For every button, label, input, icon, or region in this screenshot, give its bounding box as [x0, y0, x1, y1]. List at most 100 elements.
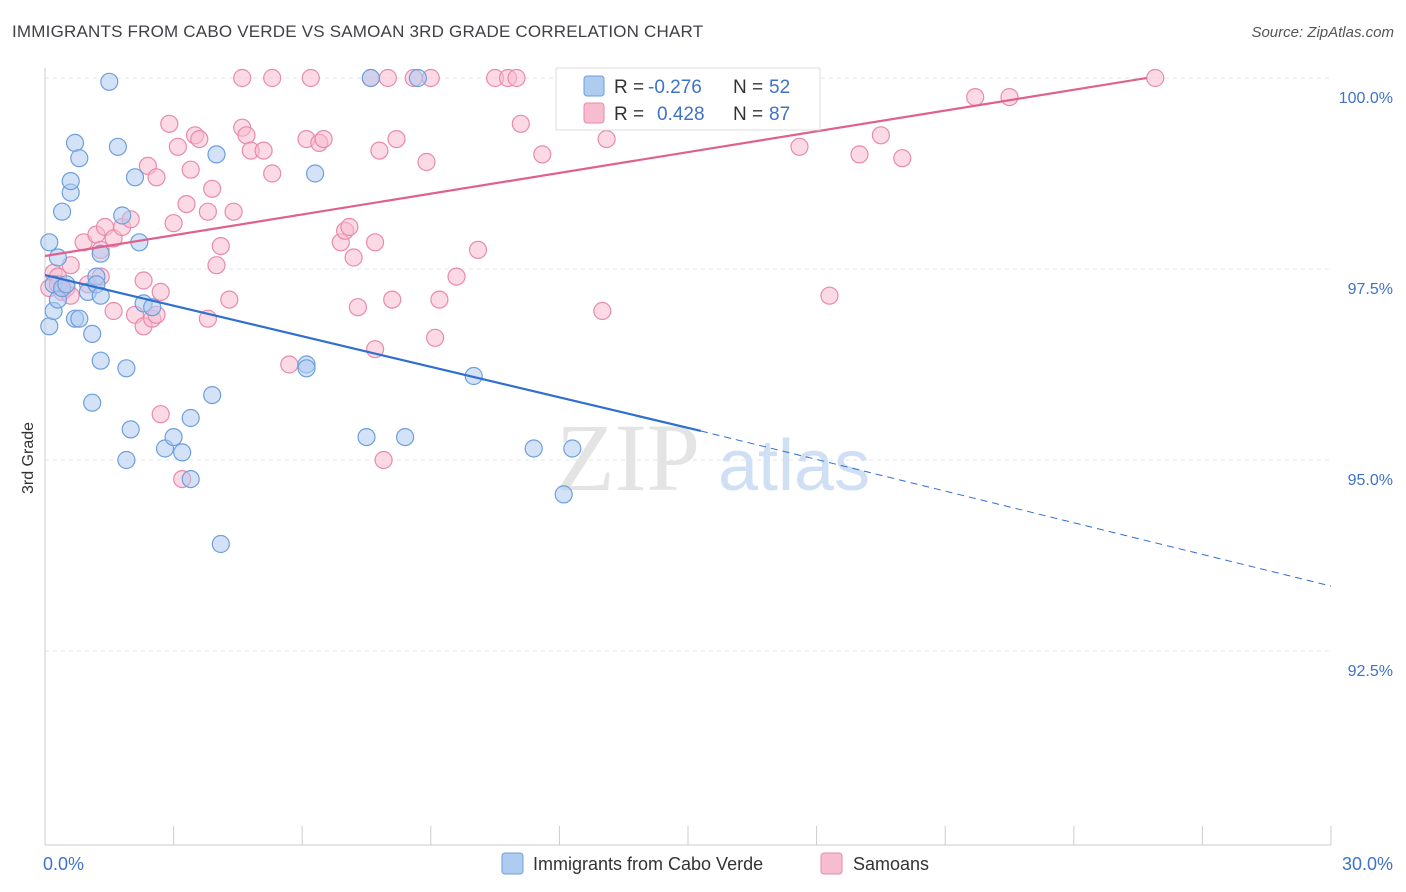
- samoans-point: [340, 217, 359, 237]
- samoans-point: [168, 137, 187, 156]
- samoans-point: [871, 126, 891, 145]
- stats-legend-pink-n-label: N =: [733, 104, 763, 125]
- samoans-point: [966, 87, 985, 107]
- samoans-point: [181, 160, 200, 179]
- cabo-verde-point: [91, 286, 110, 305]
- stats-legend-blue-r-label: R =: [614, 77, 644, 98]
- cabo-verde-point: [100, 72, 119, 91]
- samoans-point: [820, 286, 839, 305]
- cabo-verde-point: [524, 439, 543, 458]
- cabo-verde-point: [125, 168, 145, 187]
- stats-legend-blue-r-value: -0.276: [648, 77, 702, 98]
- series-legend-blue-swatch: [501, 852, 524, 875]
- cabo-verde-point: [40, 317, 59, 336]
- cabo-verde-point: [143, 298, 162, 317]
- series-legend-pink-label: Samoans: [853, 854, 929, 874]
- cabo-verde-point: [70, 309, 89, 328]
- samoans-point: [224, 202, 243, 221]
- samoans-points: [40, 68, 1165, 489]
- cabo-verde-point: [83, 393, 102, 412]
- stats-legend-blue-swatch: [583, 75, 605, 97]
- watermark-atlas: atlas: [718, 426, 870, 506]
- cabo-verde-point: [297, 359, 316, 378]
- chart-title: IMMIGRANTS FROM CABO VERDE VS SAMOAN 3RD…: [12, 22, 704, 41]
- stats-legend-pink-n-value: 87: [769, 104, 790, 125]
- gridlines: [45, 77, 1331, 652]
- cabo-verde-point: [306, 164, 325, 183]
- x-axis-ticks: [44, 826, 1332, 845]
- cabo-verde-point: [117, 359, 136, 378]
- samoans-point: [147, 168, 166, 187]
- samoans-point: [301, 68, 320, 88]
- samoans-trend-line: [44, 76, 1147, 258]
- samoans-point: [344, 248, 363, 267]
- samoans-point: [597, 130, 616, 149]
- cabo-verde-point: [563, 439, 582, 458]
- x-tick-label-min: 0.0%: [43, 854, 84, 874]
- cabo-verde-point: [554, 485, 573, 504]
- series-legend: Immigrants from Cabo Verde Samoans: [501, 852, 929, 875]
- samoans-point: [850, 145, 869, 164]
- samoans-point: [378, 68, 397, 88]
- stats-legend-pink-r-value: 0.428: [657, 104, 705, 125]
- cabo-verde-point: [408, 68, 427, 88]
- cabo-verde-point: [164, 428, 183, 447]
- cabo-verde-point: [91, 244, 110, 263]
- samoans-point: [533, 145, 552, 164]
- samoans-point: [198, 202, 217, 221]
- series-legend-blue-label: Immigrants from Cabo Verde: [533, 854, 763, 874]
- cabo-verde-point: [70, 149, 89, 168]
- samoans-point: [151, 282, 170, 301]
- y-tick-labels: 92.5% 95.0% 97.5% 100.0%: [1339, 90, 1393, 680]
- cabo-verde-point: [121, 420, 140, 439]
- stats-legend-blue-n-value: 52: [769, 77, 790, 98]
- y-axis-title: 3rd Grade: [20, 422, 37, 494]
- cabo-verde-point: [181, 470, 200, 489]
- y-tick-label: 95.0%: [1348, 472, 1393, 489]
- samoans-point: [220, 290, 239, 309]
- cabo-verde-point: [61, 172, 80, 191]
- y-tick-label: 100.0%: [1339, 90, 1393, 107]
- samoans-point: [430, 290, 449, 309]
- samoans-point: [511, 114, 530, 133]
- samoans-point: [254, 141, 273, 160]
- samoans-point: [263, 164, 282, 183]
- samoans-point: [893, 149, 912, 168]
- cabo-verde-point: [83, 324, 102, 343]
- samoans-point: [507, 68, 526, 88]
- samoans-point: [203, 179, 222, 198]
- cabo-verde-point: [113, 206, 132, 225]
- samoans-point: [280, 355, 299, 374]
- samoans-point: [177, 195, 196, 214]
- samoans-point: [387, 130, 406, 149]
- samoans-point: [417, 152, 436, 172]
- cabo-verde-point: [52, 202, 72, 221]
- samoans-point: [374, 450, 393, 470]
- samoans-point: [426, 328, 445, 347]
- series-legend-pink-swatch: [820, 852, 843, 875]
- cabo-verde-point: [181, 408, 200, 428]
- samoans-point: [237, 126, 256, 145]
- samoans-point: [233, 68, 252, 88]
- samoans-point: [211, 237, 230, 256]
- samoans-point: [134, 271, 153, 290]
- samoans-point: [190, 130, 209, 149]
- source-label: Source: ZipAtlas.com: [1251, 24, 1394, 41]
- stats-legend-pink-r-label: R =: [614, 104, 644, 125]
- samoans-point: [790, 137, 809, 156]
- y-tick-label: 92.5%: [1348, 663, 1393, 680]
- samoans-point: [164, 214, 183, 233]
- y-tick-label: 97.5%: [1348, 281, 1393, 298]
- cabo-verde-point: [203, 386, 222, 405]
- cabo-verde-point: [117, 450, 136, 470]
- samoans-point: [104, 301, 123, 321]
- cabo-verde-point: [108, 137, 128, 156]
- samoans-point: [1146, 68, 1165, 88]
- samoans-point: [366, 233, 385, 252]
- cabo-verde-point: [361, 68, 380, 88]
- samoans-point: [263, 68, 282, 88]
- cabo-verde-point: [396, 428, 415, 447]
- trend-lines: [44, 76, 1332, 587]
- stats-legend-pink-swatch: [583, 102, 605, 124]
